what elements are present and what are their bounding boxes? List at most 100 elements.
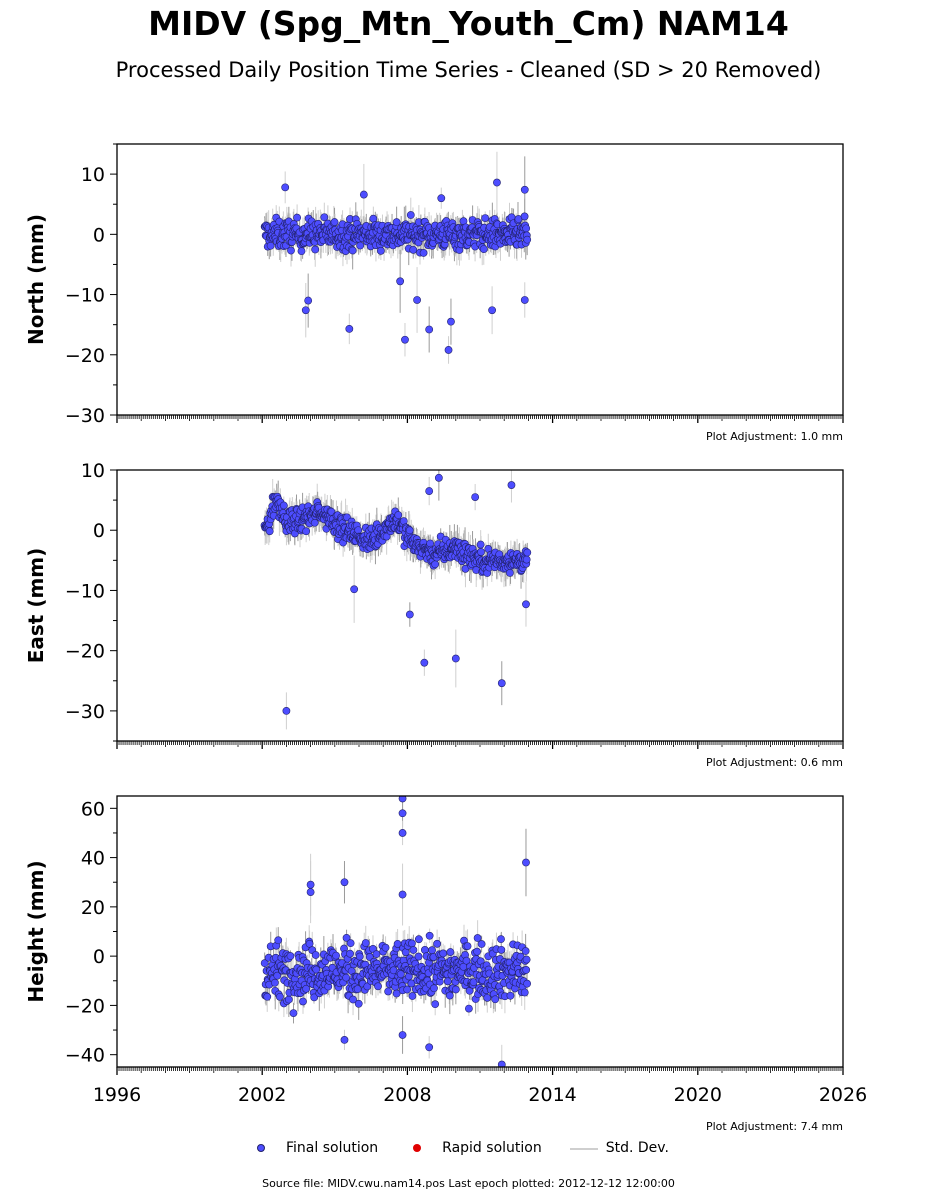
- data-point: [302, 527, 311, 536]
- data-point: [497, 935, 505, 944]
- data-point: [381, 943, 390, 952]
- data-point: [522, 224, 531, 233]
- data-point: [451, 985, 460, 994]
- data-point: [522, 966, 531, 974]
- data-point: [279, 501, 288, 510]
- y-tick-label: −30: [65, 701, 105, 723]
- data-point: [439, 949, 448, 958]
- data-point: [310, 993, 319, 1002]
- data-point: [359, 190, 368, 199]
- data-point: [522, 858, 530, 867]
- data-point: [356, 241, 365, 250]
- data-point: [473, 947, 481, 956]
- data-point: [342, 933, 351, 942]
- data-point: [507, 481, 516, 489]
- data-point: [520, 212, 529, 221]
- y-axis-label: East (mm): [24, 548, 48, 664]
- x-tick-label: 2014: [528, 1084, 576, 1106]
- y-tick-label: 10: [81, 460, 105, 482]
- data-point: [345, 324, 354, 333]
- data-point: [444, 346, 453, 354]
- data-point: [464, 1004, 473, 1013]
- legend-rapid-label: Rapid solution: [442, 1140, 542, 1156]
- data-point: [409, 245, 418, 254]
- data-point: [332, 951, 340, 960]
- data-point: [521, 947, 530, 955]
- data-point: [349, 995, 357, 1004]
- data-point: [392, 989, 401, 998]
- data-point: [282, 706, 291, 715]
- data-point: [297, 247, 306, 256]
- data-point: [425, 325, 434, 334]
- x-tick-label: 2008: [383, 1084, 431, 1106]
- data-point: [447, 317, 455, 326]
- data-point: [522, 955, 531, 964]
- y-tick-label: −30: [65, 405, 105, 427]
- data-point: [443, 977, 452, 986]
- data-point: [355, 952, 364, 961]
- data-point: [374, 982, 382, 991]
- data-point: [405, 610, 414, 619]
- data-point: [425, 1043, 434, 1052]
- data-point: [431, 1000, 440, 1009]
- data-point: [354, 999, 363, 1008]
- data-point: [434, 473, 443, 482]
- data-point: [414, 935, 423, 944]
- data-point: [523, 235, 532, 244]
- data-point: [396, 277, 405, 286]
- data-point: [491, 995, 500, 1004]
- data-point: [414, 952, 423, 961]
- panel-2: 60 40 20 0 −20 −40 1996 2002 2008 2014 2020 2026 Hei…: [24, 795, 867, 1133]
- data-point: [302, 984, 311, 993]
- data-point: [471, 493, 480, 501]
- data-point: [306, 880, 315, 889]
- data-point: [425, 487, 434, 495]
- data-point: [384, 987, 393, 996]
- data-point: [497, 1060, 506, 1067]
- data-point: [462, 956, 471, 965]
- data-point: [497, 945, 506, 954]
- data-point: [396, 970, 405, 979]
- y-tick-label: 40: [81, 848, 105, 870]
- data-point: [451, 654, 460, 663]
- data-point: [497, 679, 506, 688]
- data-point: [299, 997, 307, 1006]
- data-point: [425, 931, 434, 940]
- data-point: [265, 527, 274, 536]
- data-point: [273, 971, 282, 980]
- data-point: [522, 600, 530, 609]
- data-point: [348, 246, 357, 255]
- data-point: [523, 548, 532, 557]
- data-point: [289, 1009, 298, 1018]
- data-point: [403, 985, 412, 994]
- legend: Final solution Rapid solution Std. Dev.: [250, 1138, 697, 1158]
- data-point: [428, 946, 436, 955]
- data-point: [463, 942, 472, 951]
- data-point: [392, 218, 401, 227]
- data-point: [394, 511, 403, 519]
- data-point: [431, 560, 440, 569]
- data-point: [346, 939, 355, 948]
- panel-1: 10 0 −10 −20 −30 East (mm) Plot Adjustment: 0.…: [24, 460, 844, 769]
- legend-rapid-marker: [406, 1141, 428, 1155]
- data-point: [275, 992, 284, 1001]
- data-point: [479, 245, 488, 254]
- data-point: [408, 939, 416, 948]
- data-layer-1: [260, 470, 532, 730]
- y-tick-label: −10: [65, 285, 105, 307]
- data-point: [407, 979, 416, 988]
- data-point: [520, 296, 529, 304]
- x-tick-label: 1996: [93, 1084, 141, 1106]
- data-point: [488, 306, 496, 315]
- data-point: [446, 948, 455, 956]
- data-point: [445, 991, 454, 1000]
- data-layer-2: [260, 796, 532, 1067]
- data-point: [281, 183, 290, 192]
- data-point: [342, 973, 351, 982]
- y-axis-label: North (mm): [24, 214, 48, 345]
- plot-adjustment-label: Plot Adjustment: 0.6 mm: [706, 756, 843, 769]
- data-point: [274, 936, 283, 945]
- data-point: [506, 568, 514, 577]
- data-point: [483, 993, 492, 1002]
